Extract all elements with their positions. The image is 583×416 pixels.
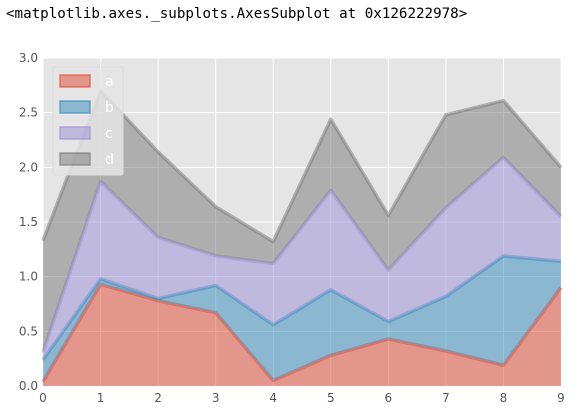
legend-label-d: d xyxy=(105,152,114,168)
x-tick-label: 1 xyxy=(97,391,105,405)
y-tick-label: 1.5 xyxy=(19,215,38,229)
legend-swatch-c xyxy=(59,126,91,140)
legend-label-c: c xyxy=(105,126,113,142)
y-tick-label: 2.0 xyxy=(19,160,38,174)
y-tick-label: 1.0 xyxy=(19,270,38,284)
x-tick-label: 5 xyxy=(327,391,335,405)
area-series-b xyxy=(43,255,561,382)
x-tick-label: 3 xyxy=(212,391,220,405)
x-tick-label: 4 xyxy=(269,391,277,405)
x-tick-label: 8 xyxy=(500,391,508,405)
line-series-d xyxy=(41,89,563,244)
legend-label-a: a xyxy=(105,74,114,90)
y-tick-label: 0.5 xyxy=(19,324,38,338)
legend-swatch-b xyxy=(59,100,91,114)
legend-box xyxy=(52,66,124,176)
area-series-d xyxy=(43,90,561,353)
x-tick-label: 9 xyxy=(557,391,565,405)
x-tick-label: 2 xyxy=(154,391,162,405)
x-tick-label: 6 xyxy=(385,391,393,405)
x-tick-label: 0 xyxy=(39,391,47,405)
y-tick-label: 0.0 xyxy=(19,379,38,393)
area-series-c xyxy=(43,157,561,360)
x-tick-label: 7 xyxy=(442,391,450,405)
area-series-a xyxy=(43,284,561,386)
output-repr-text: <matplotlib.axes._subplots.AxesSubplot a… xyxy=(6,6,468,22)
y-tick-label: 2.5 xyxy=(19,106,38,120)
y-tick-label: 3.0 xyxy=(19,51,38,65)
legend-label-b: b xyxy=(105,100,114,116)
legend-swatch-a xyxy=(59,74,91,88)
legend-swatch-d xyxy=(59,152,91,166)
